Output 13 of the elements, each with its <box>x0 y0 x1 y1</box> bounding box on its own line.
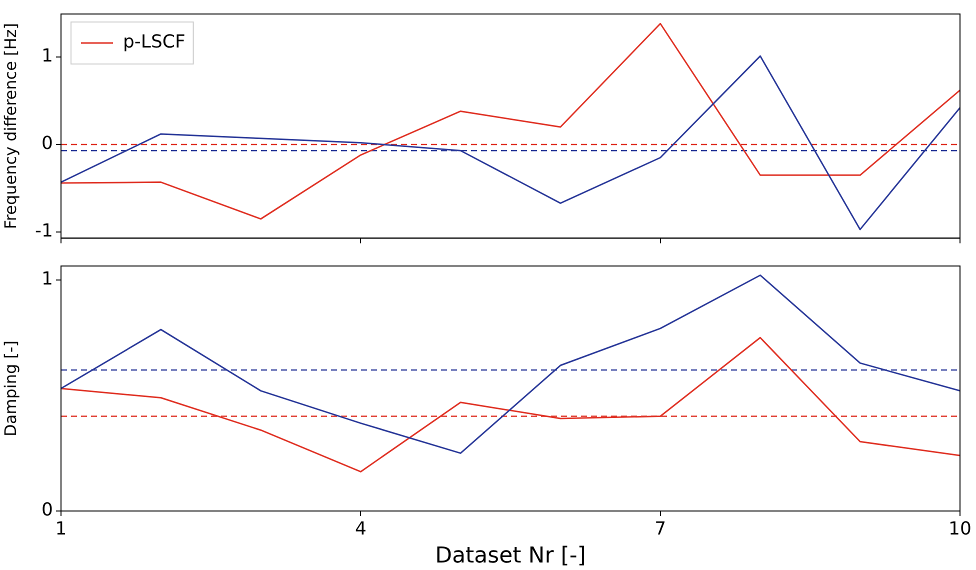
y-tick-label: 0 <box>42 133 53 154</box>
y-tick-label: 1 <box>42 46 53 67</box>
y-tick-label: -1 <box>35 220 53 242</box>
x-tick-label: 1 <box>55 518 67 540</box>
y-tick-label: 0 <box>42 500 53 521</box>
x-axis-title: Dataset Nr [-] <box>435 544 586 569</box>
x-tick-label: 10 <box>948 518 972 540</box>
x-tick-label: 7 <box>654 518 666 540</box>
y-axis-title: Damping [-] <box>0 340 20 436</box>
y-axis-title: Frequency difference [Hz] <box>0 23 20 230</box>
legend-label: p-LSCF <box>123 32 186 53</box>
x-tick-label: 4 <box>354 518 366 540</box>
y-tick-label: 1 <box>42 268 53 290</box>
